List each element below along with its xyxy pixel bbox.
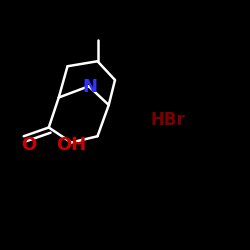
Text: OH: OH [56,136,86,154]
Text: O: O [21,136,36,154]
Text: N: N [82,78,98,96]
Text: HBr: HBr [150,111,185,129]
